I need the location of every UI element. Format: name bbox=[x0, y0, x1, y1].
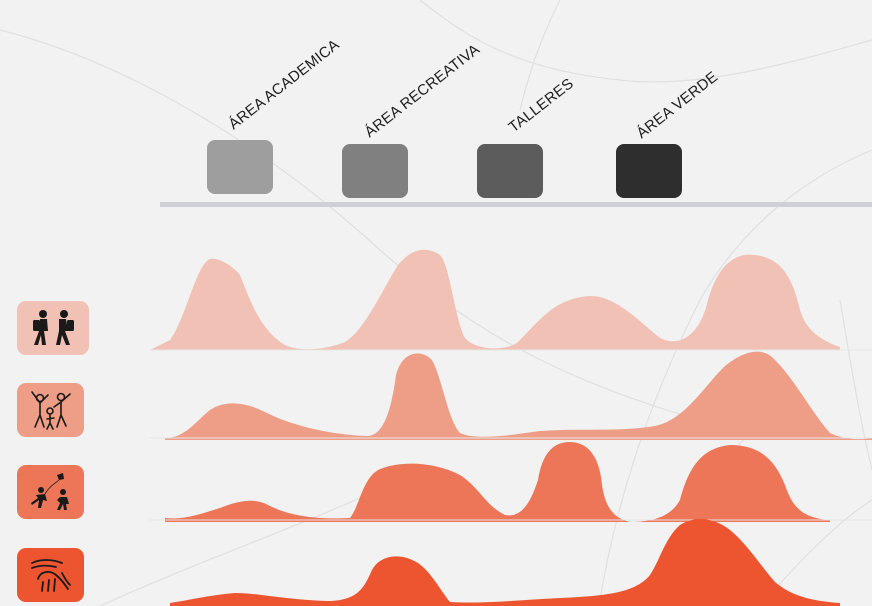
category-box-academica bbox=[207, 140, 273, 194]
ridge-row-students bbox=[150, 249, 872, 351]
kids-kite-icon bbox=[30, 473, 69, 510]
user-icon-hands bbox=[17, 548, 84, 602]
ridge-area-kite bbox=[165, 442, 830, 522]
ridge-area-children bbox=[165, 351, 872, 440]
ridge-area-hands bbox=[170, 518, 840, 606]
ridge-row-hands bbox=[170, 518, 840, 606]
category-axis-line bbox=[160, 202, 872, 207]
ridge-row-children bbox=[150, 351, 872, 440]
category-box-recreativa bbox=[342, 144, 408, 198]
user-icon-kite bbox=[17, 465, 84, 519]
students-walking-icon bbox=[33, 310, 74, 345]
ridge-area-students bbox=[150, 249, 840, 350]
ridge-row-kite bbox=[150, 442, 872, 522]
user-icon-students bbox=[17, 301, 89, 355]
caring-hands-icon bbox=[30, 559, 71, 592]
category-box-area-verde bbox=[616, 144, 682, 198]
children-playing-icon bbox=[30, 391, 71, 430]
category-box-talleres bbox=[477, 144, 543, 198]
user-icon-children bbox=[17, 383, 84, 437]
